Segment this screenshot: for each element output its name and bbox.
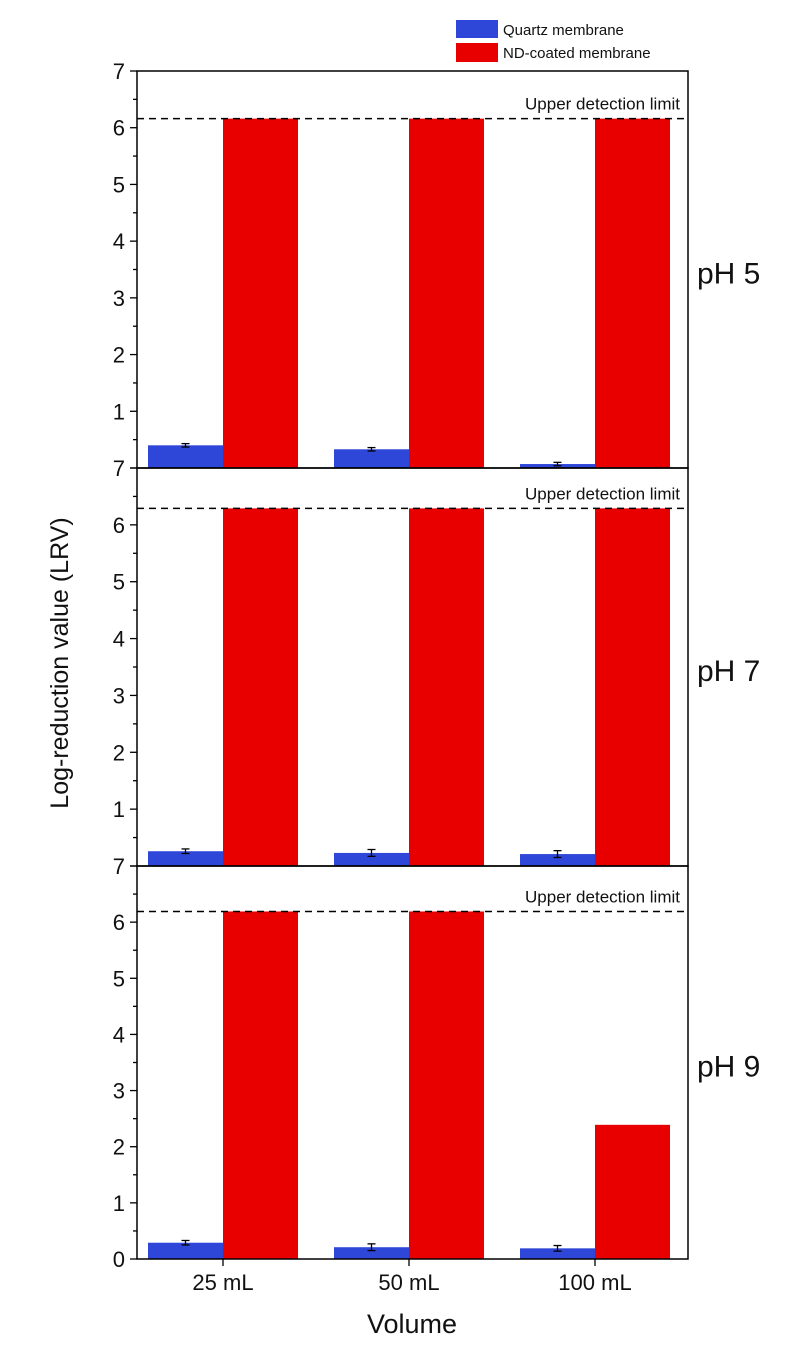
x-tick-label: 100 mL bbox=[558, 1270, 631, 1295]
y-tick-label: 6 bbox=[113, 910, 125, 935]
legend-swatch-quartz bbox=[456, 20, 498, 38]
error-bar bbox=[181, 442, 190, 448]
y-tick-label: 3 bbox=[113, 683, 125, 708]
detection-limit-label: Upper detection limit bbox=[525, 484, 680, 503]
bar-quartz bbox=[520, 1248, 595, 1259]
bar-nd-coated bbox=[409, 508, 484, 866]
bar-quartz bbox=[334, 852, 409, 866]
y-tick-label: 4 bbox=[113, 627, 125, 652]
y-tick-label: 1 bbox=[113, 1191, 125, 1216]
y-tick-label: 6 bbox=[113, 116, 125, 141]
y-tick-label: 4 bbox=[113, 1022, 125, 1047]
legend-swatch-nd bbox=[456, 43, 498, 62]
bar-nd-coated bbox=[595, 118, 670, 468]
detection-limit-label: Upper detection limit bbox=[525, 95, 680, 114]
y-tick-label: 2 bbox=[113, 343, 125, 368]
bar-nd-coated bbox=[223, 118, 298, 468]
panel-3: Upper detection limit 0 1 2 3 4 5 6 7 pH 9 bbox=[113, 854, 761, 1272]
y-tick-label: 3 bbox=[113, 1079, 125, 1104]
y-tick-label: 5 bbox=[113, 966, 125, 991]
panel-2: Upper detection limit 1 2 3 4 5 6 7 pH 7 bbox=[113, 456, 760, 867]
error-bar bbox=[367, 848, 376, 857]
y-tick-label: 7 bbox=[113, 59, 125, 84]
bar-quartz bbox=[148, 851, 223, 866]
y-tick-label: 5 bbox=[113, 570, 125, 595]
x-tick-label: 25 mL bbox=[192, 1270, 253, 1295]
error-bar bbox=[367, 446, 376, 452]
bar-nd-coated bbox=[595, 508, 670, 866]
panel-label: pH 5 bbox=[697, 258, 760, 291]
bar-quartz bbox=[334, 449, 409, 468]
panel-label: pH 9 bbox=[697, 1051, 760, 1084]
x-tick-label: 50 mL bbox=[378, 1270, 439, 1295]
legend: Quartz membrane ND-coated membrane bbox=[456, 20, 651, 62]
y-tick-label: 5 bbox=[113, 172, 125, 197]
error-bar bbox=[367, 1243, 376, 1252]
error-bar bbox=[181, 848, 190, 855]
error-bar bbox=[181, 1239, 190, 1246]
y-tick-label: 6 bbox=[113, 513, 125, 538]
panel-1: Upper detection limit 1 2 3 4 5 6 7 pH 5 bbox=[113, 59, 760, 469]
bar-quartz bbox=[148, 1242, 223, 1259]
y-tick-label: 7 bbox=[113, 854, 125, 879]
error-bar bbox=[553, 461, 562, 467]
y-axis-label: Log-reduction value (LRV) bbox=[46, 517, 74, 808]
y-tick-label: 4 bbox=[113, 229, 125, 254]
legend-label-quartz: Quartz membrane bbox=[503, 22, 624, 39]
bar-quartz bbox=[334, 1247, 409, 1259]
bar-nd-coated bbox=[223, 508, 298, 866]
y-tick-label: 0 bbox=[113, 1247, 125, 1272]
error-bar bbox=[553, 849, 562, 859]
bar-nd-coated bbox=[409, 911, 484, 1259]
panel-label: pH 7 bbox=[697, 655, 760, 688]
bar-quartz bbox=[148, 445, 223, 468]
legend-label-nd: ND-coated membrane bbox=[503, 45, 651, 62]
y-tick-label: 3 bbox=[113, 286, 125, 311]
x-axis-label: Volume bbox=[367, 1309, 457, 1339]
detection-limit-label: Upper detection limit bbox=[525, 887, 680, 906]
error-bar bbox=[553, 1244, 562, 1252]
bar-nd-coated bbox=[409, 118, 484, 468]
y-tick-label: 7 bbox=[113, 456, 125, 481]
y-tick-label: 1 bbox=[113, 399, 125, 424]
bar-quartz bbox=[520, 854, 595, 866]
y-tick-label: 1 bbox=[113, 797, 125, 822]
y-tick-label: 2 bbox=[113, 1135, 125, 1160]
bar-nd-coated bbox=[595, 1124, 670, 1259]
y-tick-label: 2 bbox=[113, 740, 125, 765]
bar-nd-coated bbox=[223, 911, 298, 1259]
